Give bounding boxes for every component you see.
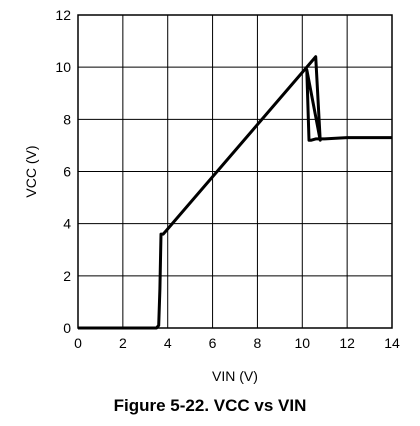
x-tick-label: 12 — [339, 335, 355, 351]
y-tick-label: 6 — [63, 164, 71, 180]
y-tick-label: 10 — [55, 59, 71, 75]
y-tick-label: 8 — [63, 111, 71, 127]
x-tick-label: 6 — [209, 335, 217, 351]
y-tick-label: 4 — [63, 216, 71, 232]
y-axis-ticks: 0 2 4 6 8 10 12 — [55, 7, 71, 336]
x-tick-label: 8 — [254, 335, 262, 351]
x-tick-label: 14 — [384, 335, 400, 351]
x-axis-ticks: 0 2 4 6 8 10 12 14 — [74, 335, 400, 351]
vcc-series-line — [78, 57, 392, 328]
y-tick-label: 12 — [55, 7, 71, 23]
y-axis-label: VCC (V) — [23, 145, 39, 197]
x-axis-label: VIN (V) — [212, 368, 258, 384]
series-group — [78, 57, 392, 328]
x-tick-label: 2 — [119, 335, 127, 351]
grid-lines — [78, 15, 392, 328]
x-tick-label: 4 — [164, 335, 172, 351]
x-tick-label: 10 — [294, 335, 310, 351]
vcc-vs-vin-chart: 0 2 4 6 8 10 12 14 0 2 4 6 8 10 12 VIN (V) VCC (V) — [0, 0, 420, 392]
y-tick-label: 2 — [63, 268, 71, 284]
x-tick-label: 0 — [74, 335, 82, 351]
y-tick-label: 0 — [63, 320, 71, 336]
figure-caption: Figure 5-22. VCC vs VIN — [0, 396, 420, 416]
